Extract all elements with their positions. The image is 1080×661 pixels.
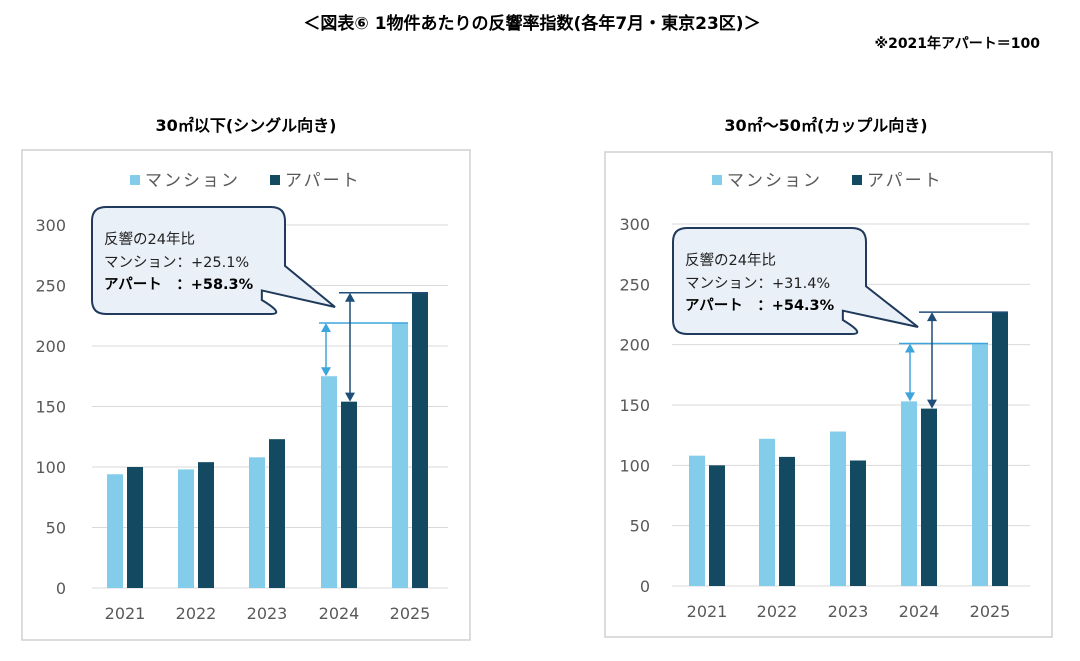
x-tick-label: 2025	[970, 602, 1011, 621]
apart-change-arrow-head-down	[345, 392, 355, 402]
chart-title: 30㎡以下(シングル向き)	[156, 116, 337, 135]
y-tick-label: 250	[619, 275, 650, 294]
bar-mansion-2021	[689, 455, 705, 586]
callout-line-2: マンション：+31.4%	[685, 276, 830, 292]
apart-change-arrow-head-up	[927, 312, 937, 322]
callout-line-1: 反響の24年比	[685, 251, 776, 269]
legend-label: マンション	[727, 171, 822, 191]
x-tick-label: 2024	[899, 602, 940, 621]
bar-mansion-2022	[178, 469, 194, 588]
bar-apart-2023	[850, 460, 866, 586]
x-tick-label: 2025	[390, 604, 431, 623]
bar-mansion-2022	[759, 438, 775, 586]
callout-line-2: マンション：+25.1%	[104, 255, 249, 271]
bar-apart-2021	[709, 465, 725, 586]
mansion-change-arrow-head-down	[905, 392, 915, 402]
bar-mansion-2025	[972, 343, 988, 586]
y-tick-label: 100	[35, 458, 66, 477]
bar-mansion-2023	[249, 457, 265, 588]
y-tick-label: 300	[35, 216, 66, 235]
bar-mansion-2025	[392, 323, 408, 588]
x-tick-label: 2023	[828, 602, 869, 621]
legend-label: アパート	[285, 171, 361, 191]
bar-mansion-2024	[321, 376, 337, 588]
apart-change-arrow-head-up	[345, 292, 355, 302]
callout-line-3: アパート ：+54.3%	[685, 297, 835, 314]
figure-note: ※2021年アパート＝100	[874, 35, 1040, 52]
x-tick-label: 2021	[105, 604, 146, 623]
legend-label: マンション	[145, 171, 240, 191]
x-tick-label: 2022	[757, 602, 798, 621]
callout-line-3: アパート ：+58.3%	[104, 276, 254, 293]
legend-swatch-mansion	[712, 175, 722, 185]
bar-mansion-2024	[901, 401, 917, 586]
y-tick-label: 300	[619, 215, 650, 234]
mansion-change-arrow-head-up	[905, 343, 915, 353]
callout-bubble	[672, 227, 919, 335]
legend-swatch-mansion	[130, 175, 140, 185]
legend-swatch-apart	[852, 175, 862, 185]
legend-swatch-apart	[270, 175, 280, 185]
y-tick-label: 150	[35, 398, 66, 417]
y-tick-label: 0	[640, 577, 650, 596]
bar-apart-2024	[341, 401, 357, 588]
chart-title: 30㎡～50㎡(カップル向き)	[724, 116, 927, 135]
y-tick-label: 50	[630, 517, 650, 536]
bar-apart-2023	[269, 439, 285, 588]
bar-apart-2025	[412, 292, 428, 588]
callout-bubble	[91, 206, 336, 315]
mansion-change-arrow-head-down	[321, 367, 331, 377]
bar-apart-2024	[921, 408, 937, 586]
x-tick-label: 2024	[319, 604, 360, 623]
bar-apart-2025	[992, 312, 1008, 586]
bar-apart-2021	[127, 467, 143, 588]
x-tick-label: 2021	[687, 602, 728, 621]
bar-mansion-2023	[830, 431, 846, 586]
y-tick-label: 100	[619, 456, 650, 475]
y-tick-label: 200	[619, 336, 650, 355]
bar-apart-2022	[198, 462, 214, 588]
y-tick-label: 200	[35, 337, 66, 356]
x-tick-label: 2023	[247, 604, 288, 623]
legend-label: アパート	[867, 171, 943, 191]
apart-change-arrow-head-down	[927, 399, 937, 409]
y-tick-label: 250	[35, 277, 66, 296]
y-tick-label: 0	[56, 579, 66, 598]
figure-title: ＜図表⑥ 1物件あたりの反響率指数(各年7月・東京23区)＞	[303, 13, 760, 34]
y-tick-label: 150	[619, 396, 650, 415]
x-tick-label: 2022	[176, 604, 217, 623]
y-tick-label: 50	[46, 519, 66, 538]
bar-apart-2022	[779, 456, 795, 586]
bar-mansion-2021	[107, 474, 123, 588]
callout-line-1: 反響の24年比	[104, 230, 195, 248]
mansion-change-arrow-head-up	[321, 323, 331, 333]
